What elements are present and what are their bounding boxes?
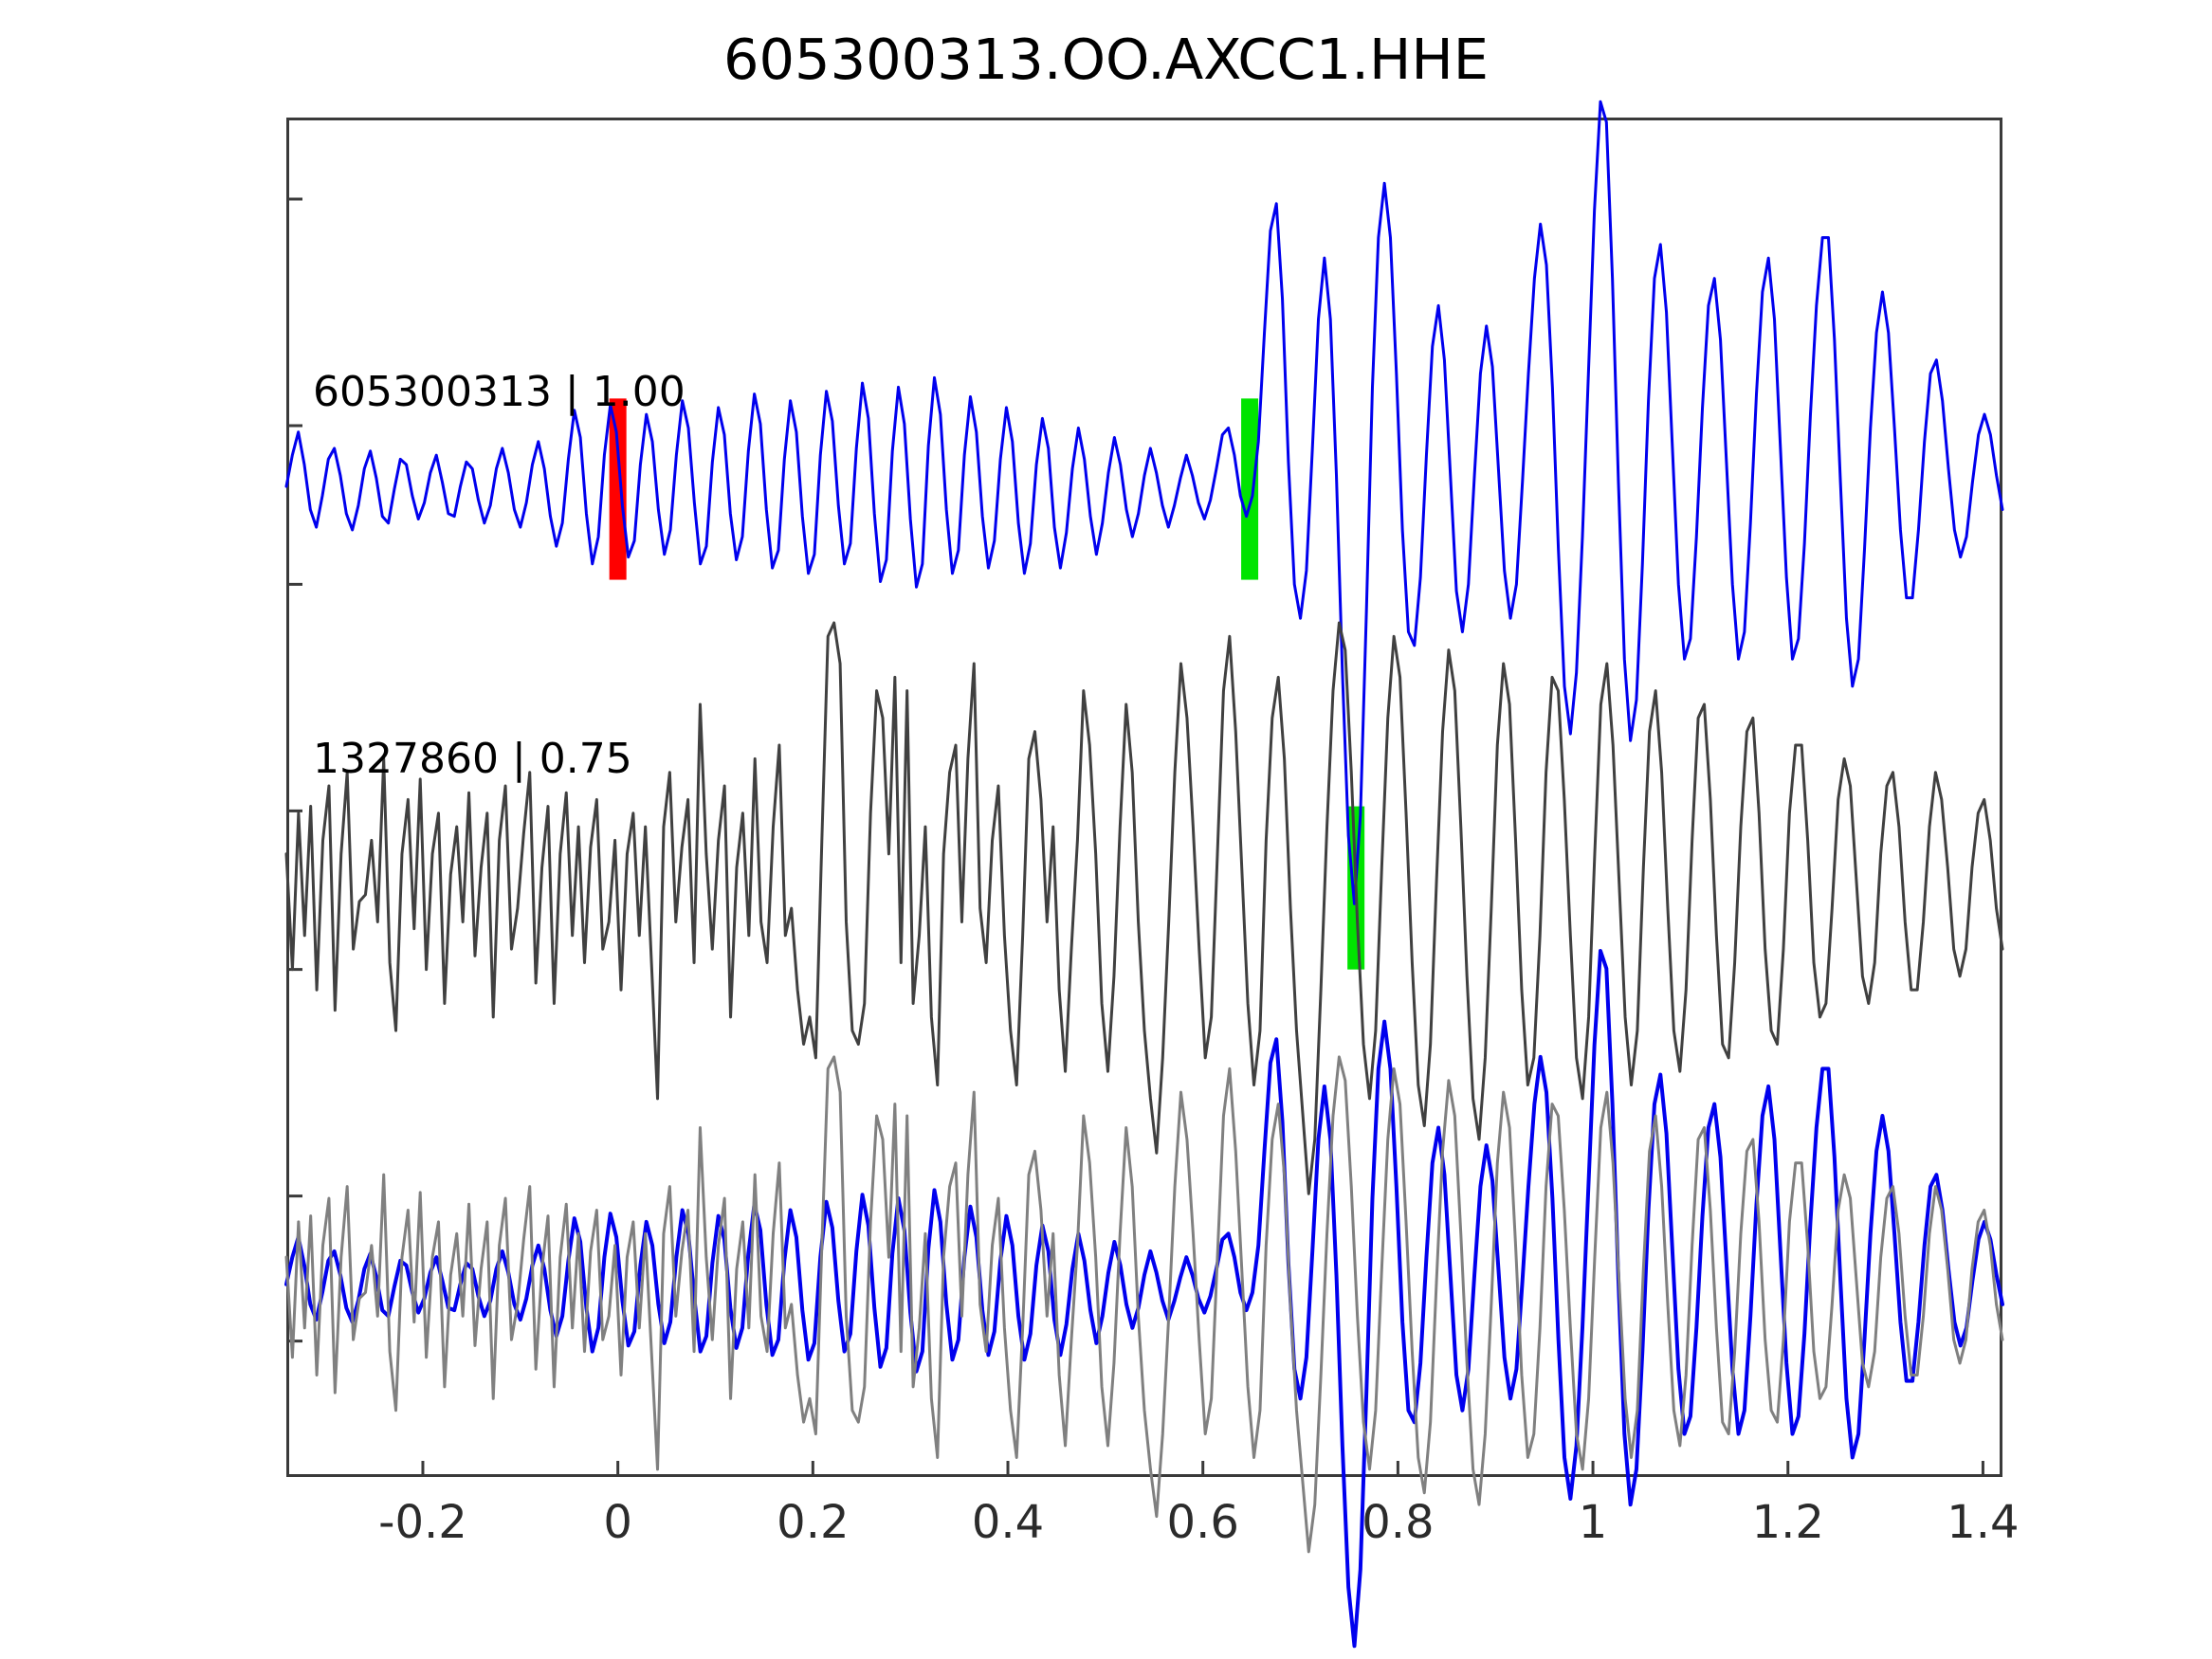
x-axis-tick-label: 0.2 [777,1496,850,1549]
template-trace-label: 605300313 | 1.00 [313,368,686,416]
detection-trace-label: 1327860 | 0.75 [313,735,632,783]
x-axis-tick-label: 0.6 [1166,1496,1239,1549]
x-axis-tick-label: 1.2 [1751,1496,1824,1549]
x-axis-tick-label: 0.4 [971,1496,1045,1549]
x-axis-tick-label: 1 [1578,1496,1608,1549]
x-axis-tick-label: 0 [603,1496,632,1549]
x-axis-tick-label: 1.4 [1947,1496,2020,1549]
x-axis-tick-label: 0.8 [1362,1496,1435,1549]
x-axis-tick-label: -0.2 [378,1496,467,1549]
plot-axes-frame [286,118,2002,1477]
page-title: 605300313.OO.AXCC1.HHE [722,27,1489,92]
